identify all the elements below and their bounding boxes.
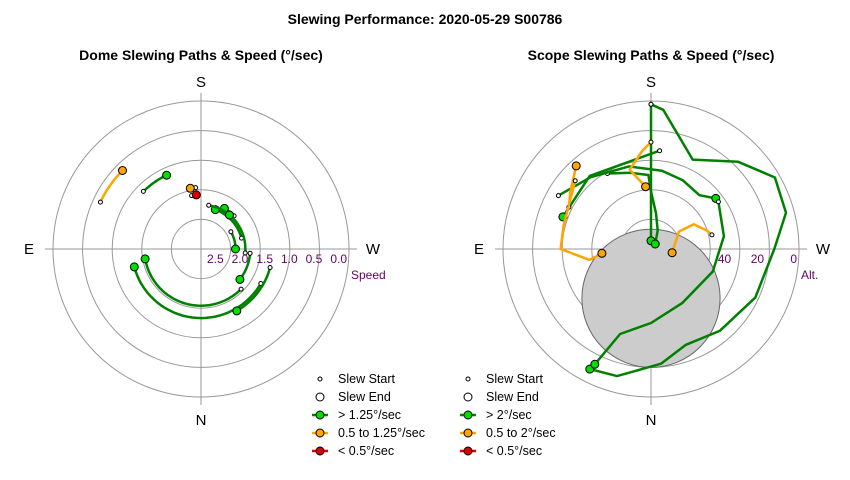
slew-end-marker xyxy=(225,210,234,220)
slew-start-marker xyxy=(97,199,103,205)
slew-path xyxy=(628,141,652,188)
direction-label-left: E xyxy=(474,241,484,258)
legend-label: < 0.5°/sec xyxy=(338,444,394,458)
slew-start-marker xyxy=(206,202,212,208)
radial-axis-label: Speed xyxy=(351,268,386,282)
legend-label: > 1.25°/sec xyxy=(338,408,401,422)
slew-start-marker xyxy=(709,232,715,238)
slew-path xyxy=(228,214,247,253)
scope-slewing-panel: Scope Slewing Paths & Speed (°/sec) S N E W… xyxy=(460,47,831,458)
slew-end-marker xyxy=(140,254,150,264)
slew-end-marker xyxy=(235,274,245,284)
legend-start-symbol xyxy=(465,376,471,382)
legend-marker-symbol xyxy=(463,428,473,438)
slew-start-marker xyxy=(238,286,244,292)
slew-start-marker xyxy=(657,148,663,154)
slew-path xyxy=(589,103,788,378)
slew-path xyxy=(236,267,272,312)
slew-path xyxy=(559,180,603,262)
slew-path xyxy=(593,201,726,366)
radial-tick-label: 2.0 xyxy=(232,252,249,266)
slew-end-marker xyxy=(231,244,240,254)
slew-end-marker xyxy=(185,183,195,193)
scope-chart-title: Scope Slewing Paths & Speed (°/sec) xyxy=(528,47,775,63)
slew-start-marker xyxy=(267,265,273,270)
figure-title: Slewing Performance: 2020-05-29 S00786 xyxy=(288,11,563,27)
slew-start-marker xyxy=(140,188,146,194)
slew-end-marker xyxy=(191,190,201,200)
legend-end-symbol xyxy=(315,392,325,402)
slew-start-marker xyxy=(247,250,253,256)
slew-end-marker xyxy=(129,262,139,272)
slew-end-marker xyxy=(118,166,127,175)
legend-label: Slew Start xyxy=(486,372,543,386)
legend-marker-symbol xyxy=(315,410,325,420)
radial-tick-label: 40 xyxy=(718,252,732,266)
slew-start-marker xyxy=(715,199,721,205)
radial-tick-label: 0.0 xyxy=(330,252,347,266)
radial-tick-label: 0.5 xyxy=(306,252,323,266)
slew-path xyxy=(607,171,659,245)
legend-start-symbol xyxy=(317,376,323,382)
radial-tick-label: 2.5 xyxy=(207,252,224,266)
direction-label-bottom: N xyxy=(646,412,657,429)
slew-path xyxy=(142,174,168,193)
slew-end-marker xyxy=(667,248,677,258)
slew-end-marker xyxy=(590,359,600,369)
direction-label-bottom: N xyxy=(196,412,207,429)
dome-chart-title: Dome Slewing Paths & Speed (°/sec) xyxy=(79,47,323,63)
slew-end-marker xyxy=(571,161,581,171)
legend-end-symbol xyxy=(463,392,473,402)
slew-path xyxy=(557,165,717,200)
radial-tick-label: 20 xyxy=(751,252,765,266)
legend-label: 0.5 to 1.25°/sec xyxy=(338,426,425,440)
slew-end-marker xyxy=(597,248,607,258)
slew-start-marker xyxy=(242,250,248,256)
slew-start-marker xyxy=(555,193,561,199)
direction-label-top: S xyxy=(646,74,656,91)
legend-marker-symbol xyxy=(463,446,473,456)
legend-label: Slew Start xyxy=(338,372,395,386)
direction-label-right: W xyxy=(816,241,831,258)
slew-end-marker xyxy=(641,182,651,192)
radial-tick-label: 1.0 xyxy=(281,252,298,266)
legend-label: Slew End xyxy=(486,390,539,404)
direction-label-right: W xyxy=(366,241,381,258)
slew-path xyxy=(238,253,252,281)
direction-label-top: S xyxy=(196,74,206,91)
slew-path xyxy=(143,258,242,307)
radial-tick-label: 0 xyxy=(790,252,797,266)
slew-end-marker xyxy=(650,239,660,249)
slew-start-marker xyxy=(572,178,578,184)
dome-slewing-panel: Dome Slewing Paths & Speed (°/sec) S N E W 2… xyxy=(24,47,425,458)
legend-label: > 2°/sec xyxy=(486,408,532,422)
slew-start-marker xyxy=(648,101,654,107)
direction-label-left: E xyxy=(24,241,34,258)
legend-marker-symbol xyxy=(315,428,325,438)
slew-end-marker xyxy=(162,170,172,180)
radial-axis-label: Alt. xyxy=(801,268,818,282)
slew-path xyxy=(99,169,124,203)
legend-marker-symbol xyxy=(463,410,473,420)
slew-path xyxy=(670,223,713,254)
slew-start-marker xyxy=(228,229,234,235)
slew-start-marker xyxy=(648,139,654,145)
legend-label: Slew End xyxy=(338,390,391,404)
slew-end-marker xyxy=(232,306,242,316)
legend-label: < 0.5°/sec xyxy=(486,444,542,458)
slew-path xyxy=(133,266,262,320)
legend-label: 0.5 to 2°/sec xyxy=(486,426,556,440)
radial-tick-label: 1.5 xyxy=(256,252,273,266)
slew-path xyxy=(214,208,243,239)
legend-marker-symbol xyxy=(315,446,325,456)
